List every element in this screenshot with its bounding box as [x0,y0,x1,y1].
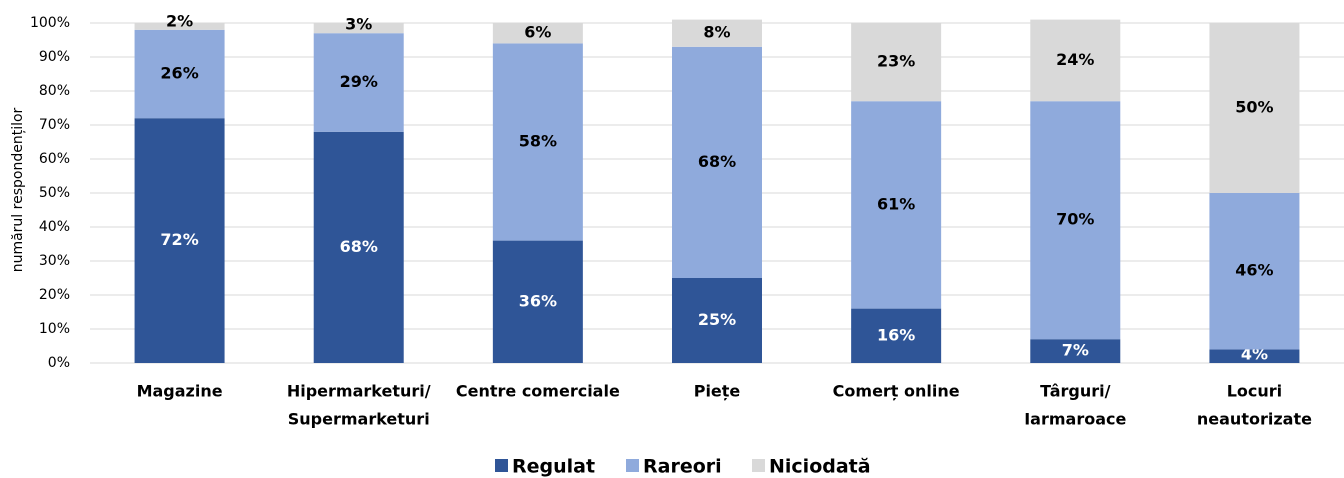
bar-segment [1030,101,1121,340]
bar-segment [492,240,583,363]
data-label: 2% [166,11,193,30]
x-tick-label: Piețe [694,382,741,401]
y-tick-label: 40% [39,219,70,235]
bar-segment [672,19,762,47]
x-tick-label: Comerț online [833,382,960,401]
data-label: 6% [524,23,551,42]
bar-segment [492,23,583,44]
x-tick-label: Locuri [1227,382,1282,401]
y-tick-label: 100% [30,15,70,31]
bar-segment [851,308,942,363]
bar-segment [1209,349,1300,363]
legend-marker [752,459,765,472]
legend-label: Regulat [512,456,595,478]
bar-segment [134,23,225,30]
bar-segment [851,101,942,309]
data-label: 3% [345,15,372,34]
data-label: 26% [160,64,198,83]
y-tick-label: 60% [39,151,70,167]
bar-segment [1030,339,1121,363]
bar-segment [672,46,762,278]
y-tick-label: 80% [39,83,70,99]
data-label: 8% [703,23,730,42]
bar-segment [851,23,942,102]
y-tick-label: 20% [39,287,70,303]
bar-segment [672,278,762,363]
data-label: 29% [340,72,378,91]
data-label: 23% [877,52,915,71]
legend-label: Rareori [643,456,722,478]
x-tick-label: Magazine [137,382,223,401]
bar-segment [313,33,404,132]
data-label: 36% [519,291,557,310]
legend-label: Niciodată [769,456,871,478]
x-tick-label: Centre comerciale [456,382,620,401]
data-label: 68% [698,152,736,171]
bar-segment [1209,193,1300,350]
bar-segment [1209,23,1300,193]
data-label: 25% [698,310,736,329]
x-tick-label: neautorizate [1197,410,1312,429]
bar-segment [134,118,225,363]
y-tick-label: 30% [39,253,70,269]
y-tick-label: 70% [39,117,70,133]
y-tick-label: 10% [39,321,70,337]
y-tick-label: 50% [39,185,70,201]
data-label: 58% [519,132,557,151]
x-tick-label: Iarmaroace [1024,410,1126,429]
x-tick-label: Supermarketuri [288,410,430,429]
bar-segment [313,23,404,34]
y-axis-label: numărul respondenților [10,107,26,272]
x-tick-label: Târguri/ [1040,382,1111,401]
legend-marker [626,459,639,472]
data-label: 16% [877,325,915,344]
legend-marker [495,459,508,472]
bar-segment [1030,19,1121,102]
data-label: 24% [1056,50,1094,69]
data-label: 61% [877,194,915,213]
y-tick-label: 90% [39,49,70,65]
data-label: 50% [1235,98,1273,117]
data-label: 68% [340,237,378,256]
data-label: 70% [1056,210,1094,229]
x-tick-label: Hipermarketuri/ [287,382,431,401]
data-label: 72% [160,230,198,249]
y-tick-label: 0% [48,355,70,371]
data-label: 7% [1062,341,1089,360]
bar-segment [492,43,583,241]
bar-segment [313,131,404,363]
data-label: 46% [1235,261,1273,280]
bar-segment [134,29,225,119]
